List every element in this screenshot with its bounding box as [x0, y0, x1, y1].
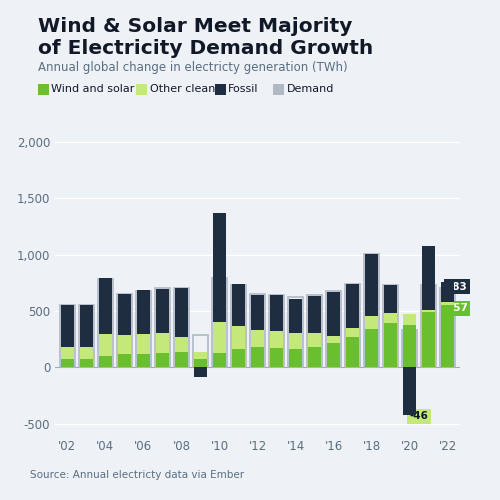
- Bar: [308, 333, 320, 346]
- Bar: [80, 359, 92, 368]
- Bar: [61, 360, 74, 368]
- Bar: [440, 288, 455, 368]
- Bar: [404, 314, 416, 324]
- Bar: [290, 333, 302, 349]
- Bar: [176, 337, 188, 352]
- Bar: [442, 302, 454, 304]
- Bar: [364, 254, 379, 368]
- Text: Annual global change in electricty generation (TWh): Annual global change in electricty gener…: [38, 62, 347, 74]
- Bar: [194, 352, 206, 359]
- Bar: [422, 246, 435, 310]
- Bar: [194, 359, 206, 368]
- Bar: [212, 278, 227, 368]
- Bar: [155, 288, 170, 368]
- Text: 557: 557: [446, 304, 468, 314]
- Bar: [232, 326, 244, 349]
- Bar: [61, 347, 74, 360]
- Bar: [214, 213, 226, 322]
- Bar: [232, 284, 244, 326]
- Bar: [176, 288, 188, 337]
- Bar: [346, 284, 359, 329]
- Bar: [98, 280, 112, 368]
- Bar: [231, 285, 246, 368]
- Bar: [442, 282, 454, 302]
- Text: Other clean: Other clean: [150, 84, 215, 94]
- Bar: [118, 294, 130, 335]
- Text: Fossil: Fossil: [228, 84, 258, 94]
- Bar: [214, 322, 226, 352]
- Bar: [384, 314, 397, 324]
- Bar: [366, 316, 378, 329]
- Bar: [99, 356, 112, 368]
- Bar: [174, 288, 189, 368]
- Text: 183: 183: [446, 282, 468, 292]
- Bar: [99, 334, 112, 356]
- Bar: [118, 354, 130, 368]
- Bar: [307, 295, 322, 368]
- Bar: [252, 330, 264, 347]
- Bar: [290, 349, 302, 368]
- Bar: [250, 294, 265, 368]
- Bar: [328, 342, 340, 367]
- Bar: [384, 285, 398, 368]
- Bar: [288, 298, 303, 368]
- Bar: [328, 336, 340, 342]
- Bar: [252, 347, 264, 368]
- Bar: [346, 284, 360, 368]
- Bar: [252, 295, 264, 330]
- Text: Source: Annual electricty data via Ember: Source: Annual electricty data via Ember: [30, 470, 244, 480]
- Bar: [270, 332, 282, 348]
- Bar: [442, 304, 454, 368]
- Bar: [270, 295, 282, 332]
- Bar: [156, 352, 168, 368]
- Bar: [80, 346, 92, 359]
- Bar: [422, 285, 436, 368]
- Bar: [308, 296, 320, 333]
- Text: -46: -46: [410, 412, 428, 422]
- Bar: [384, 285, 397, 314]
- Bar: [136, 290, 150, 368]
- Bar: [176, 352, 188, 368]
- Bar: [60, 306, 74, 368]
- Text: Demand: Demand: [286, 84, 334, 94]
- Text: Wind and solar: Wind and solar: [51, 84, 134, 94]
- Bar: [404, 324, 416, 368]
- Bar: [118, 335, 130, 354]
- Bar: [269, 295, 284, 368]
- Bar: [232, 349, 244, 368]
- Bar: [290, 298, 302, 333]
- Bar: [384, 324, 397, 368]
- Bar: [156, 289, 168, 333]
- Bar: [194, 368, 206, 377]
- Text: of Electricity Demand Growth: of Electricity Demand Growth: [38, 39, 373, 58]
- Bar: [328, 292, 340, 336]
- Text: Wind & Solar Meet Majority: Wind & Solar Meet Majority: [38, 18, 352, 36]
- Bar: [402, 330, 417, 368]
- Bar: [137, 290, 149, 334]
- Bar: [193, 334, 208, 368]
- Bar: [214, 352, 226, 368]
- Bar: [156, 333, 168, 352]
- Bar: [79, 305, 94, 368]
- Bar: [80, 305, 92, 346]
- Bar: [117, 294, 132, 368]
- Bar: [346, 328, 359, 337]
- Bar: [270, 348, 282, 368]
- Bar: [137, 334, 149, 354]
- Bar: [137, 354, 149, 368]
- Bar: [99, 278, 112, 334]
- Bar: [346, 337, 359, 368]
- Bar: [422, 310, 435, 312]
- Bar: [326, 290, 341, 368]
- Bar: [422, 312, 435, 368]
- Bar: [366, 329, 378, 368]
- Bar: [61, 306, 74, 347]
- Bar: [366, 254, 378, 316]
- Bar: [404, 368, 416, 414]
- Bar: [308, 346, 320, 368]
